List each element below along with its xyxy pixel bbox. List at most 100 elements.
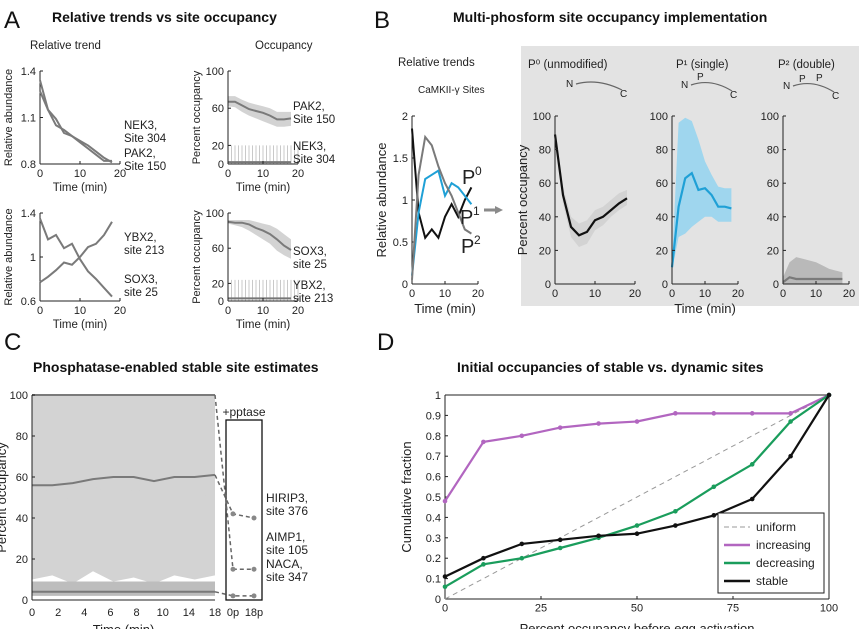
d-point-stable <box>519 541 525 547</box>
a4-label-ybx2-line2: site 213 <box>293 293 333 305</box>
d-point-decreasing <box>442 584 448 590</box>
a2-y-tick-label: 20 <box>212 140 224 152</box>
d-point-decreasing <box>749 462 755 467</box>
a3-x-tick-label: 20 <box>114 305 126 317</box>
a1-x-label: Time (min) <box>53 182 108 194</box>
a2-label-pak2-line1: PAK2, <box>293 101 325 113</box>
svg-text:C: C <box>832 91 839 102</box>
b1-y-tick-label: 2 <box>402 111 408 123</box>
c-pptase-label: +pptase <box>222 405 265 419</box>
a4-y-label: Percent occupancy <box>191 210 203 304</box>
svg-text:P: P <box>799 74 806 85</box>
a2-x-tick-label: 0 <box>225 168 231 180</box>
panel-b-rel-title: Relative trends <box>398 57 475 69</box>
svg-text:N: N <box>566 79 573 90</box>
a3-label-ybx2-line1: YBX2, <box>124 232 157 244</box>
d-point-increasing <box>519 433 525 439</box>
schematic-p0: N C <box>566 79 627 100</box>
a3-axes: 0 10 20 0.6 1 1.4 Time (min) Relative abundance <box>3 208 126 331</box>
c-axes: 0 20 40 60 80 100 Percent occupancy <box>0 390 215 607</box>
c-y-tick-label: 100 <box>10 390 28 402</box>
b1-y-tick-label: 0.5 <box>393 237 408 249</box>
a2-y-tick-label: 60 <box>212 103 224 115</box>
a2-label-nek3-line2: Site 304 <box>293 154 336 166</box>
a4-band-ybx2 <box>227 279 299 301</box>
a4-band-sox3 <box>228 220 291 259</box>
a3-label-ybx2-line2: site 213 <box>124 245 164 257</box>
c-y-tick-label: 80 <box>16 431 28 443</box>
b3-y-tick-label: 0 <box>662 279 668 291</box>
b2-x-tick-label: 0 <box>552 288 558 300</box>
a2-y-tick-label: 100 <box>206 66 224 78</box>
c-x-tick-label: 14 <box>183 607 195 619</box>
d-legend-box <box>717 512 825 594</box>
a2-series-pak2 <box>228 100 292 121</box>
svg-text:P: P <box>697 72 704 83</box>
b4-y-tick-label: 80 <box>767 145 779 157</box>
c-band-upper <box>32 395 215 523</box>
a3-series-sox3 <box>39 218 113 298</box>
c-pptase-point-aimp1 <box>251 566 257 572</box>
c-pptase-point-naca <box>230 593 236 599</box>
a1-label-nek3-line1: NEK3, <box>124 120 157 132</box>
a3-x-label: Time (min) <box>53 319 108 331</box>
c-series-hirip3 <box>32 473 216 487</box>
c-y-tick-label: 0 <box>22 595 28 607</box>
schematic-p1: N P C <box>681 72 737 101</box>
d-point-increasing <box>442 498 448 504</box>
a1-y-tick-label: 1.4 <box>21 66 36 78</box>
d-point-increasing <box>481 439 486 445</box>
panel-letter-d: D <box>377 329 394 356</box>
d-point-decreasing <box>788 419 793 424</box>
a3-y-label: Relative abundance <box>3 208 15 305</box>
d-point-increasing <box>557 425 563 430</box>
d-axes: 0 25 50 75 100 0 0.1 0.2 0.3 0.4 0.5 0.6 0.7 0.8 0.9 1 P… <box>399 390 838 629</box>
d-x-tick-label: 0 <box>442 603 448 615</box>
d-legend-label-stable: stable <box>756 574 788 588</box>
a2-band-nek3 <box>227 145 299 164</box>
d-x-tick-label: 75 <box>727 603 739 615</box>
a2-axes: 0 10 20 0 20 60 100 Time (min) Percent occupancy <box>191 66 304 194</box>
d-point-increasing <box>673 411 678 416</box>
b1-series-p2 <box>411 134 472 280</box>
a1-label-pak2-line2: Site 150 <box>124 161 166 173</box>
c-pptase-dash-aimp1 <box>214 394 254 570</box>
a3-y-tick-label: 1.4 <box>21 208 36 220</box>
b2-y-tick-label: 20 <box>539 245 551 257</box>
d-y-tick-label: 0.6 <box>426 472 441 484</box>
phosform-p1-title: P¹ (single) <box>676 59 729 71</box>
a4-x-tick-label: 10 <box>257 305 269 317</box>
b1-y-tick-label: 1.5 <box>393 153 408 165</box>
a1-y-tick-label: 1.1 <box>21 113 36 125</box>
a4-y-tick-label: 20 <box>212 278 224 290</box>
b1-x-tick-label: 0 <box>409 288 415 300</box>
b4-x-tick-label: 0 <box>780 288 786 300</box>
b4-y-tick-label: 60 <box>767 178 779 190</box>
d-y-tick-label: 1 <box>435 390 441 402</box>
b4-x-tick-label: 20 <box>843 288 855 300</box>
c-y-tick-label: 40 <box>16 513 28 525</box>
b1-x-tick-label: 10 <box>439 288 451 300</box>
svg-text:N: N <box>783 81 790 92</box>
a4-x-label: Time (min) <box>236 319 291 331</box>
b2-y-tick-label: 40 <box>539 212 551 224</box>
d-series-uniform <box>444 394 830 600</box>
d-point-stable <box>826 392 832 398</box>
d-y-tick-label: 0 <box>435 594 441 606</box>
c-y-tick-label: 60 <box>16 472 28 484</box>
a3-label-sox3-line2: site 25 <box>124 287 158 299</box>
c-y-tick-label: 20 <box>16 554 28 566</box>
a2-label-nek3-line1: NEK3, <box>293 141 326 153</box>
c-x-tick-label: 6 <box>107 607 113 619</box>
b1-curve-sup-p1: 1 <box>473 204 480 218</box>
b2-axes: 0 10 20 0 20 40 60 80 100 Percent occupancy <box>515 111 641 300</box>
b2-series <box>553 134 628 237</box>
a4-y-tick-label: 60 <box>212 243 224 255</box>
a2-y-label: Percent occupancy <box>191 70 203 164</box>
a1-axes: 0 10 20 0.8 1.1 1.4 Time (min) Relative abundan… <box>3 66 126 194</box>
a4-label-sox3-line2: site 25 <box>293 259 327 271</box>
d-series-increasing <box>444 394 830 502</box>
b1-series-p0 <box>411 128 473 241</box>
d-x-tick-label: 100 <box>820 603 838 615</box>
